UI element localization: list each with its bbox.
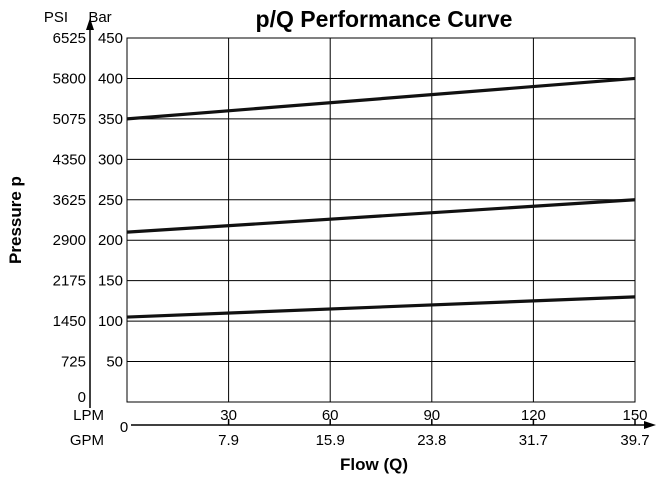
y-tick-label-bar: 350 xyxy=(98,111,123,128)
y-tick-label-psi: 2175 xyxy=(53,273,86,290)
gpm-unit-label: GPM xyxy=(70,432,104,449)
x-tick-label-gpm: 31.7 xyxy=(519,432,548,449)
bar-unit-label: Bar xyxy=(88,9,111,26)
y-tick-label-bar: 250 xyxy=(98,192,123,209)
plot-frame xyxy=(126,37,636,403)
series-lines xyxy=(126,76,636,319)
y-tick-label-psi: 4350 xyxy=(53,151,86,168)
series-line-2 xyxy=(126,198,636,234)
y-axis-arrow xyxy=(86,18,94,30)
y-tick-label-psi: 3625 xyxy=(53,192,86,209)
x-axis-label: Flow (Q) xyxy=(340,455,408,474)
x-axis-arrow xyxy=(644,421,656,429)
x-tick-label-lpm: 60 xyxy=(322,407,339,424)
tick-labels: 4504003503002502001501005065255800507543… xyxy=(53,30,650,449)
x-tick-label-gpm: 7.9 xyxy=(218,432,239,449)
y-tick-label-bar: 300 xyxy=(98,151,123,168)
y-tick-label-bar: 50 xyxy=(106,354,123,371)
y-tick-label-bar: 400 xyxy=(98,70,123,87)
series-line-1 xyxy=(126,76,636,121)
y-tick-label-psi: 5800 xyxy=(53,70,86,87)
y-tick-label-bar: 100 xyxy=(98,313,123,330)
chart-title: p/Q Performance Curve xyxy=(256,6,513,32)
x-tick-label-gpm: 23.8 xyxy=(417,432,446,449)
y-tick-label-psi: 1450 xyxy=(53,313,86,330)
y-tick-label-bar: 450 xyxy=(98,30,123,47)
x-tick-label-gpm: 15.9 xyxy=(316,432,345,449)
grid xyxy=(126,37,636,403)
y-tick-label-bar: 200 xyxy=(98,232,123,249)
series-line-3 xyxy=(126,295,636,319)
y-tick-label-psi: 0 xyxy=(78,389,86,406)
y-tick-label-psi: 6525 xyxy=(53,30,86,47)
x-tick-label-lpm: 90 xyxy=(423,407,440,424)
y-tick-label-psi: 2900 xyxy=(53,232,86,249)
y-axis-label: Pressure p xyxy=(6,176,25,264)
x-tick-label-gpm: 39.7 xyxy=(620,432,649,449)
lpm-unit-label: LPM xyxy=(73,407,104,424)
psi-unit-label: PSI xyxy=(44,9,68,26)
y-tick-label-psi: 5075 xyxy=(53,111,86,128)
x-tick-label-lpm: 30 xyxy=(220,407,237,424)
x-tick-label-lpm: 120 xyxy=(521,407,546,424)
y-tick-label-psi: 725 xyxy=(61,354,86,371)
x-origin-label: 0 xyxy=(120,419,128,436)
x-tick-label-lpm: 150 xyxy=(622,407,647,424)
axes xyxy=(86,18,656,429)
y-tick-label-bar: 150 xyxy=(98,273,123,290)
